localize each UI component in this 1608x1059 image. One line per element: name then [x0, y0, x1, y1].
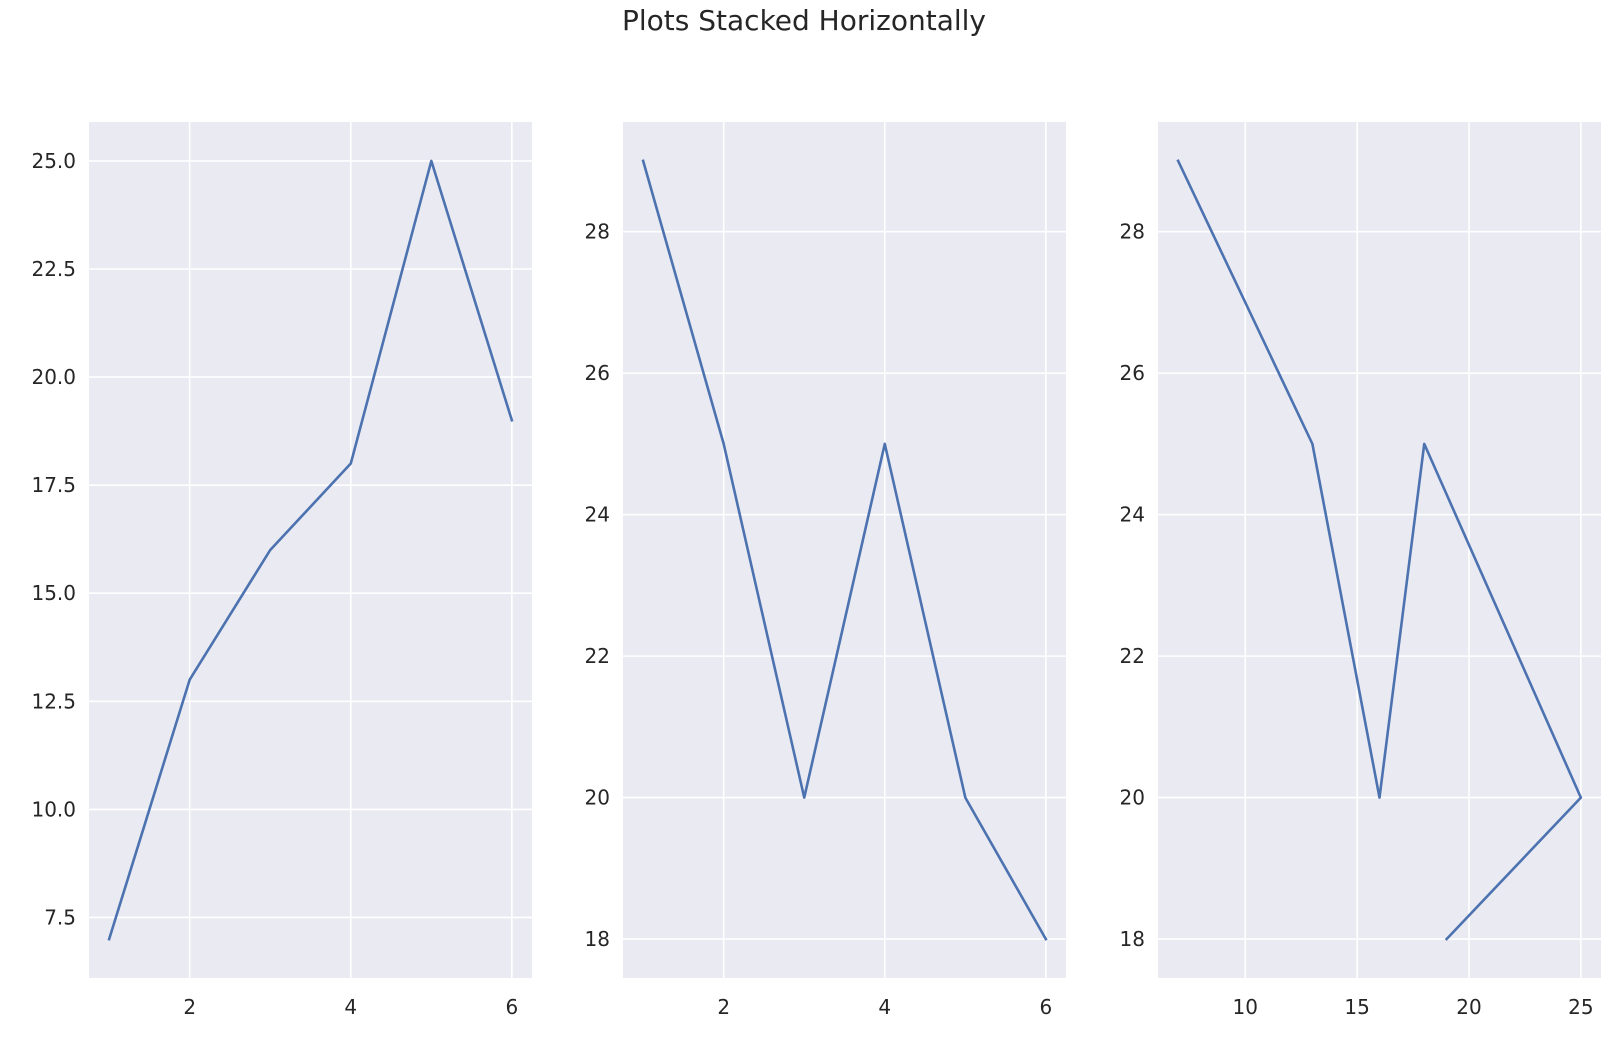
y-tick-label: 22 [585, 644, 610, 668]
y-tick-label: 18 [585, 927, 610, 951]
subplot-1: 2 4 6 7.5 10.0 12.5 15.0 17.5 20.0 22.5 25.0 [31, 122, 532, 1019]
subplot-3: 10 15 20 25 18 20 22 24 26 28 [1120, 122, 1601, 1019]
x-tick-label: 25 [1568, 995, 1593, 1019]
axes-background [623, 122, 1066, 978]
y-tick-label: 17.5 [31, 473, 76, 497]
y-tick-label: 20 [1120, 786, 1145, 810]
y-tick-label: 20 [585, 786, 610, 810]
y-tick-label: 26 [1120, 361, 1145, 385]
x-tick-label: 4 [878, 995, 891, 1019]
figure-title: Plots Stacked Horizontally [622, 4, 986, 37]
x-tick-label: 15 [1344, 995, 1369, 1019]
axes-background [89, 122, 532, 978]
y-tick-label: 28 [585, 220, 610, 244]
y-tick-label: 22 [1120, 644, 1145, 668]
x-tick-label: 20 [1456, 995, 1481, 1019]
y-tick-label: 22.5 [31, 257, 76, 281]
y-tick-label: 18 [1120, 927, 1145, 951]
axes-background [1158, 122, 1601, 978]
x-tick-label: 2 [183, 995, 196, 1019]
series-line [1176, 159, 1583, 941]
x-tick-label: 10 [1233, 995, 1258, 1019]
y-tick-label: 24 [585, 503, 610, 527]
x-tick-label: 6 [505, 995, 518, 1019]
series-line [107, 159, 514, 941]
x-tick-label: 2 [717, 995, 730, 1019]
y-tick-label: 25.0 [31, 149, 76, 173]
x-tick-label: 6 [1039, 995, 1052, 1019]
y-tick-label: 15.0 [31, 581, 76, 605]
y-tick-label: 10.0 [31, 797, 76, 821]
y-tick-label: 20.0 [31, 365, 76, 389]
series-line [641, 159, 1048, 941]
y-tick-label: 26 [585, 361, 610, 385]
x-tick-label: 4 [344, 995, 357, 1019]
y-tick-label: 12.5 [31, 689, 76, 713]
y-tick-label: 24 [1120, 503, 1145, 527]
y-tick-label: 7.5 [44, 905, 76, 929]
y-tick-label: 28 [1120, 220, 1145, 244]
